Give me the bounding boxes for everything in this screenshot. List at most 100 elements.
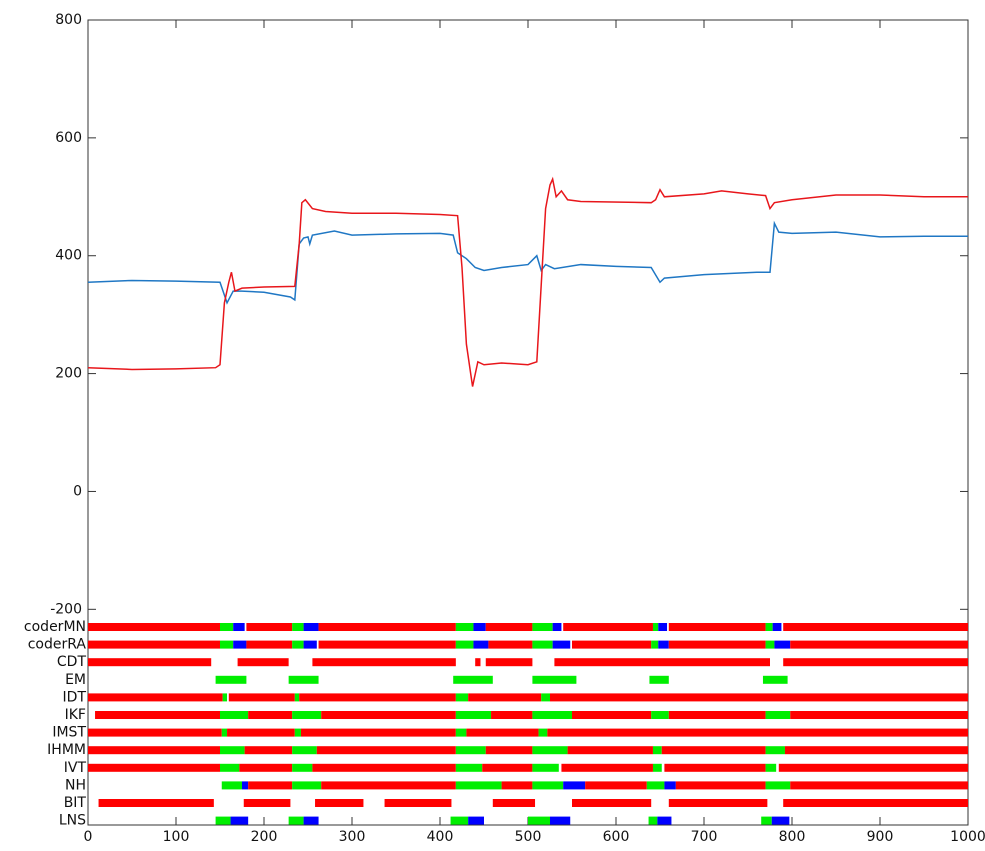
event-segment [572,640,652,649]
event-segment [233,623,245,631]
x-tick-label: 200 [251,829,278,845]
event-segment [473,623,486,631]
event-segment [664,763,766,772]
event-segment [485,658,533,667]
event-segment [237,658,289,667]
event-segment [552,640,571,649]
event-segment [220,711,249,719]
event-segment [658,623,668,631]
event-segment [244,746,293,755]
event-segment [658,640,669,649]
event-segment [652,623,659,631]
event-segment [246,640,293,649]
y-tick-label: 400 [55,248,82,264]
event-segment [220,746,245,755]
x-tick-label: 900 [867,829,894,845]
event-segment [300,728,456,737]
event-segment [561,763,653,772]
event-segment [303,640,317,649]
event-segment [783,658,968,667]
event-segment [648,816,658,825]
event-segment [492,799,536,807]
event-segment [294,728,301,737]
event-segment [468,816,484,825]
event-segment [563,623,653,631]
event-segment [765,711,791,719]
event-segment [774,640,791,649]
row-label: IHMM [47,742,86,758]
event-segment [239,763,293,772]
row-label: IDT [63,689,87,705]
event-segment [220,640,234,649]
event-segment [772,623,782,631]
event-segment [668,711,766,719]
y-tick-label: -200 [50,601,82,617]
event-segment [294,693,300,702]
event-segment [778,763,968,772]
row-label: NH [65,777,86,793]
event-segment [547,728,968,737]
event-segment [88,623,220,631]
event-segment [585,781,647,790]
event-segment [475,658,481,667]
event-segment [292,781,322,790]
event-segment [292,746,317,755]
event-segment [315,799,364,807]
event-segment [230,816,249,825]
event-segment [532,763,559,772]
y-tick-label: 800 [55,12,82,28]
event-segment [783,623,968,631]
event-segment [661,746,766,755]
row-label: CDT [57,654,87,670]
event-segment [532,711,572,719]
event-segment [651,711,669,719]
event-segment [248,781,293,790]
event-segment [455,746,486,755]
row-label: IVT [64,760,87,776]
event-segment [384,799,452,807]
event-segment [572,799,652,807]
event-segment [668,640,766,649]
event-segment [468,693,542,702]
event-segment [532,781,564,790]
event-segment [248,711,293,719]
event-segment [455,623,474,631]
x-tick-label: 700 [691,829,718,845]
x-tick-label: 400 [427,829,454,845]
event-segment [318,640,456,649]
row-label: BIT [64,795,87,811]
row-label: IKF [65,707,86,723]
event-segment [292,711,322,719]
event-segment [88,746,220,755]
x-tick-label: 600 [603,829,630,845]
event-segment [668,799,768,807]
event-segment [299,693,456,702]
event-segment [550,693,968,702]
event-segment [321,781,456,790]
event-segment [303,623,319,631]
x-tick-label: 300 [339,829,366,845]
event-segment [765,781,791,790]
event-segment [765,640,775,649]
event-segment [783,799,968,807]
event-segment [215,675,247,684]
event-segment [88,658,212,667]
row-label: IMST [52,725,86,741]
y-tick-label: 600 [55,130,82,146]
event-segment [532,675,577,684]
event-segment [762,675,788,684]
event-segment [765,763,777,772]
y-tick-label: 200 [55,366,82,382]
event-segment [220,623,234,631]
event-segment [491,711,533,719]
event-segment [292,623,304,631]
event-segment [567,746,653,755]
event-segment [652,746,662,755]
row-label: coderMN [24,619,86,635]
event-segment [227,728,295,737]
event-segment [453,675,493,684]
event-segment [485,746,533,755]
event-segment [572,711,652,719]
event-segment [303,816,319,825]
